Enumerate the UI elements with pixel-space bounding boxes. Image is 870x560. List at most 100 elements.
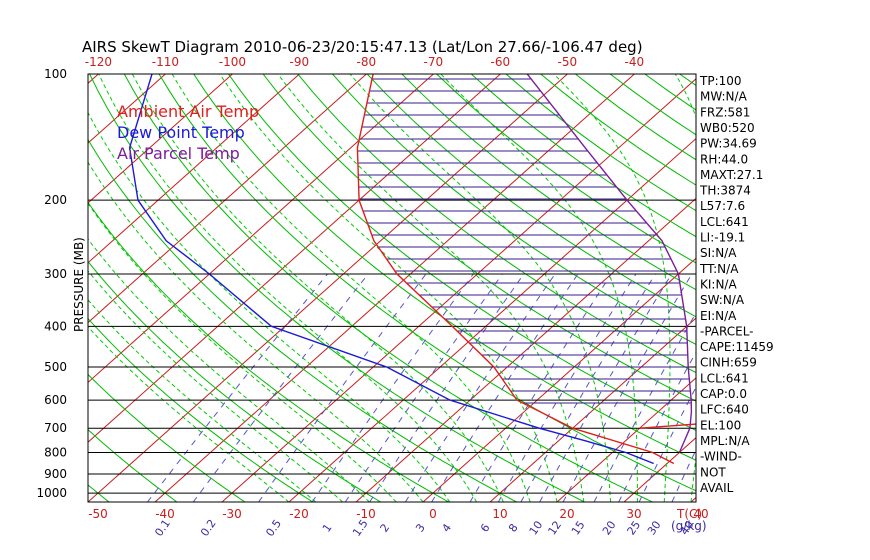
mixing-ratio-line — [344, 273, 503, 502]
dry-adiabat-line — [332, 74, 696, 346]
chart-title: AIRS SkewT Diagram 2010-06-23/20:15:47.1… — [82, 38, 643, 56]
mixing-ratio-tick-label: 6 — [478, 521, 493, 534]
dry-adiabat-line — [853, 74, 870, 504]
bottom-temperature-tick-label: -30 — [222, 507, 242, 521]
legend-air-parcel-temp: Air Parcel Temp — [117, 144, 240, 163]
isotherm-line — [288, 137, 696, 502]
mixing-ratio-line — [469, 273, 612, 502]
sounding-index-label: SW:N/A — [700, 293, 745, 307]
moist-adiabat-line — [88, 202, 397, 502]
bottom-temperature-tick-label: -10 — [356, 507, 376, 521]
mixing-ratio-line — [539, 273, 673, 502]
isotherm-line — [88, 74, 568, 502]
isotherm-line — [758, 74, 870, 502]
series-air-parcel-temp — [526, 74, 693, 453]
mixing-ratio-unit-label: (g/kg) — [671, 519, 707, 533]
mixing-ratio-line — [369, 273, 525, 502]
dry-adiabat-line — [470, 74, 696, 238]
pressure-tick-label: 900 — [44, 467, 67, 481]
mixing-ratio-tick-label: 10 — [527, 519, 546, 538]
dry-adiabat-line — [88, 484, 110, 502]
sounding-index-label: -PARCEL- — [700, 324, 754, 338]
isotherm-line — [422, 257, 696, 502]
bottom-temperature-tick-label: 30 — [626, 507, 641, 521]
isotherm-line — [88, 74, 300, 264]
mixing-ratio-tick-label: 25 — [625, 519, 644, 538]
legend-ambient-air-temp: Ambient Air Temp — [117, 102, 259, 121]
isotherm-line — [489, 317, 696, 502]
mixing-ratio-tick-label: 30 — [645, 519, 664, 538]
sounding-index-label: CAP:0.0 — [700, 387, 747, 401]
sounding-index-label: LCL:641 — [700, 371, 749, 385]
mixing-ratio-line — [431, 273, 579, 502]
sounding-index-label: MPL:N/A — [700, 434, 750, 448]
bottom-temperature-tick-labels: -50 -40 -30 -20 -10 0 10 20 30 40 — [88, 507, 708, 521]
mpl-line — [639, 423, 696, 429]
series-ambient-air-temp — [356, 74, 675, 465]
legend-dew-point-temp: Dew Point Temp — [117, 123, 245, 142]
pressure-tick-label: 600 — [44, 393, 67, 407]
top-temperature-tick-label: -90 — [290, 55, 310, 69]
sounding-index-label: RH:44.0 — [700, 152, 748, 166]
bottom-temperature-tick-label: 20 — [559, 507, 574, 521]
sounding-index-label: PW:34.69 — [700, 137, 757, 151]
sounding-index-label: SI:N/A — [700, 246, 737, 260]
moist-adiabat-line — [131, 74, 504, 502]
sounding-index-label: TH:3874 — [699, 184, 751, 198]
dry-adiabat-line — [0, 74, 43, 504]
moist-adiabat-line — [171, 74, 531, 502]
bottom-temperature-tick-label: 10 — [492, 507, 507, 521]
mixing-ratio-tick-label: 2 — [378, 521, 393, 534]
bottom-temperature-tick-label: -20 — [289, 507, 309, 521]
plot-grid — [0, 74, 870, 504]
sounding-index-label: EL:100 — [700, 418, 741, 432]
mixing-ratio-line — [192, 273, 369, 502]
moist-adiabat-line — [219, 74, 558, 502]
sounding-index-label: MAXT:27.1 — [700, 168, 763, 182]
pressure-tick-label: 100 — [44, 67, 67, 81]
pressure-tick-label: 300 — [44, 267, 67, 281]
mixing-ratio-line — [638, 386, 696, 502]
pressure-tick-label: 500 — [44, 360, 67, 374]
mixing-ratio-tick-label: 15 — [569, 519, 588, 538]
mixing-ratio-line — [258, 273, 427, 502]
x-axis-unit-label: T(C) — [676, 507, 702, 521]
sounding-index-label: AVAIL — [700, 481, 734, 495]
bottom-temperature-tick-label: -40 — [155, 507, 175, 521]
top-temperature-tick-label: -100 — [219, 55, 246, 69]
legend: Ambient Air Temp Dew Point Temp Air Parc… — [117, 102, 259, 163]
top-temperature-tick-labels: -120 -110 -100 -90 -80 -70 -60 -50 -40 — [85, 55, 644, 69]
sounding-index-label: L57:7.6 — [700, 199, 745, 213]
series-dew-point-temp — [128, 74, 654, 465]
mixing-ratio-line — [520, 273, 656, 502]
dry-adiabat-line — [262, 74, 696, 402]
pressure-tick-label: 400 — [44, 319, 67, 333]
isotherm-line — [88, 74, 233, 204]
top-temperature-tick-label: -60 — [491, 55, 511, 69]
sounding-index-label: -WIND- — [700, 450, 742, 464]
mixing-ratio-line — [311, 273, 474, 502]
sounding-index-label: TP:100 — [699, 74, 742, 88]
moist-adiabat-line — [98, 74, 478, 502]
pressure-tick-labels: 100 200 300 400 500 600 700 800 900 1000 — [36, 67, 67, 500]
mixing-ratio-line — [618, 351, 696, 502]
isotherm-line — [88, 74, 501, 443]
isotherm-line — [154, 74, 635, 502]
sounding-index-label: WB0:520 — [700, 121, 755, 135]
mixing-ratio-tick-label: 4 — [439, 521, 454, 534]
plot-frame — [87, 73, 697, 503]
moist-adiabat-line — [440, 74, 638, 502]
pressure-tick-label: 200 — [44, 193, 67, 207]
dry-adiabat-line — [644, 74, 696, 111]
top-temperature-tick-label: -110 — [152, 55, 179, 69]
dry-adiabat-line — [818, 74, 870, 504]
top-temperature-tick-label: -40 — [625, 55, 645, 69]
mixing-ratio-line — [671, 448, 696, 502]
mixing-ratio-line — [147, 273, 328, 502]
dry-adiabat-line — [749, 74, 870, 504]
sounding-index-label: LI:-19.1 — [700, 231, 745, 245]
isotherm-line — [88, 74, 434, 384]
isotherm-line — [556, 377, 696, 502]
